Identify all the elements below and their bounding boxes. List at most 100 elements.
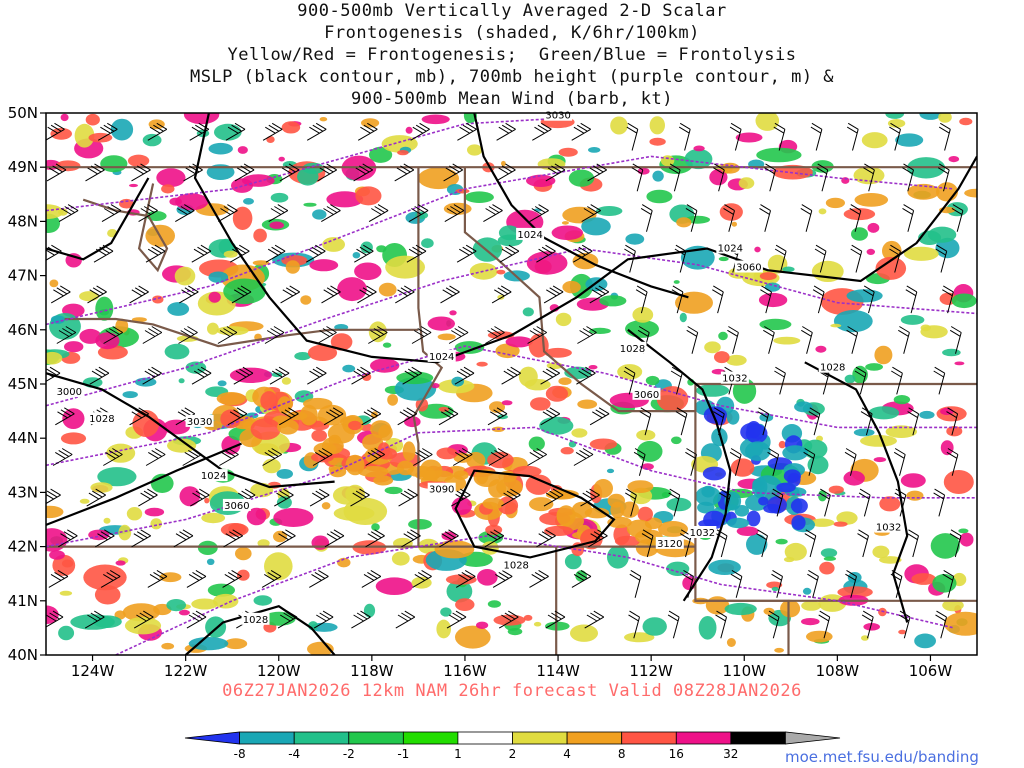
wind-barb — [234, 163, 255, 182]
frontogenesis-patch — [866, 248, 875, 255]
wind-barb — [218, 204, 238, 223]
frontolysis-patch — [95, 296, 114, 321]
frontolysis-patch — [820, 548, 838, 558]
frontolysis-patch — [146, 211, 167, 221]
wind-barb — [580, 488, 600, 507]
mslp-label: 1032 — [720, 371, 749, 385]
wind-barb — [764, 163, 776, 192]
wind-barb — [138, 488, 158, 507]
wind-barb — [686, 326, 699, 354]
frontogenesis-patch — [948, 156, 960, 163]
wind-barb — [496, 163, 516, 182]
frontogenesis-patch — [103, 517, 111, 524]
frontogenesis-patch — [223, 250, 238, 258]
frontogenesis-patch — [738, 177, 755, 189]
frontogenesis-patch — [809, 518, 835, 527]
wind-barb — [321, 204, 341, 223]
wind-barb — [588, 529, 608, 548]
mslp-label: 1028 — [241, 612, 270, 626]
wind-barb — [759, 204, 771, 232]
colorbar-label: 8 — [618, 747, 626, 761]
wind-barb — [93, 244, 114, 263]
frontogenesis-patch — [872, 545, 890, 559]
wind-barb — [678, 122, 691, 151]
wind-barb — [52, 448, 73, 466]
wind-barb — [529, 569, 549, 588]
frontogenesis-patch — [911, 573, 936, 585]
wind-barb — [496, 122, 516, 141]
wind-barb — [46, 163, 67, 182]
frontolysis-patch — [167, 302, 190, 316]
frontolysis-patch — [673, 280, 680, 284]
frontolysis-patch — [935, 237, 960, 259]
frontogenesis-patch — [649, 137, 666, 146]
frontogenesis-patch — [801, 618, 820, 626]
frontogenesis-patch — [148, 119, 165, 130]
frontogenesis-patch — [544, 525, 574, 537]
wind-barb — [639, 407, 652, 436]
mslp-label: 1028 — [502, 558, 531, 572]
frontogenesis-patch — [766, 581, 783, 589]
frontogenesis-patch — [377, 442, 391, 458]
colorbar-bin — [675, 731, 732, 745]
frontogenesis-patch — [476, 621, 489, 629]
frontogenesis-patch — [959, 532, 974, 547]
wind-barb — [937, 163, 950, 192]
frontolysis-patch — [528, 436, 545, 451]
wind-barb — [774, 366, 786, 395]
frontolysis-patch — [823, 556, 837, 561]
frontolysis-patch — [596, 206, 623, 216]
frontogenesis-patch — [571, 428, 588, 438]
colorbar-bin — [457, 731, 513, 745]
colorbar-bin — [293, 731, 350, 745]
wind-barb — [89, 366, 110, 385]
wind-barb — [309, 569, 329, 588]
wind-barb — [351, 366, 371, 385]
wind-barb — [818, 610, 831, 639]
frontogenesis-patch — [385, 255, 425, 279]
colorbar-bin — [402, 731, 459, 745]
svg-text:3090: 3090 — [429, 485, 454, 496]
frontogenesis-patch — [854, 193, 889, 207]
frontogenesis-patch — [693, 145, 705, 152]
frontogenesis-patch — [55, 160, 81, 172]
frontogenesis-patch — [311, 429, 328, 442]
frontolysis-patch — [833, 310, 873, 333]
frontogenesis-patch — [337, 557, 351, 568]
frontolysis-patch — [97, 467, 137, 487]
frontogenesis-patch — [570, 624, 598, 642]
frontogenesis-patch — [83, 564, 127, 591]
wind-barb — [727, 326, 739, 354]
frontogenesis-patch — [213, 593, 239, 609]
wind-barb — [307, 366, 327, 385]
wind-barb — [860, 407, 873, 436]
wind-barb — [46, 488, 61, 505]
frontogenesis-patch — [455, 625, 491, 649]
wind-barb — [395, 285, 415, 304]
frontolysis-patch — [853, 428, 875, 437]
title-line-4: MSLP (black contour, mb), 700mb height (… — [189, 67, 835, 87]
frontogenesis-patch — [381, 135, 418, 153]
frontolysis-patch — [568, 169, 595, 187]
wind-barb — [223, 529, 243, 548]
wind-barb — [589, 285, 610, 304]
frontolysis-patch — [718, 256, 729, 262]
frontolysis-patch — [919, 113, 942, 120]
wind-barb — [685, 448, 697, 476]
wind-barb — [589, 407, 610, 426]
frontogenesis-patch — [118, 524, 132, 541]
wind-barb — [402, 366, 422, 385]
frontogenesis-patch — [526, 174, 556, 187]
wind-barb — [814, 244, 827, 273]
colorbar-label: -4 — [288, 747, 300, 761]
wind-barb — [225, 122, 246, 141]
wind-barb — [898, 610, 911, 639]
wind-barb — [668, 488, 681, 517]
frontogenesis-patch — [496, 269, 506, 275]
wind-barb — [142, 366, 162, 385]
wind-barb — [46, 366, 61, 382]
frontogenesis-patch — [373, 475, 394, 486]
lon-tick-label: 124W — [71, 662, 115, 680]
frontogenesis-patch — [281, 121, 301, 134]
height-label: 3120 — [655, 536, 684, 550]
